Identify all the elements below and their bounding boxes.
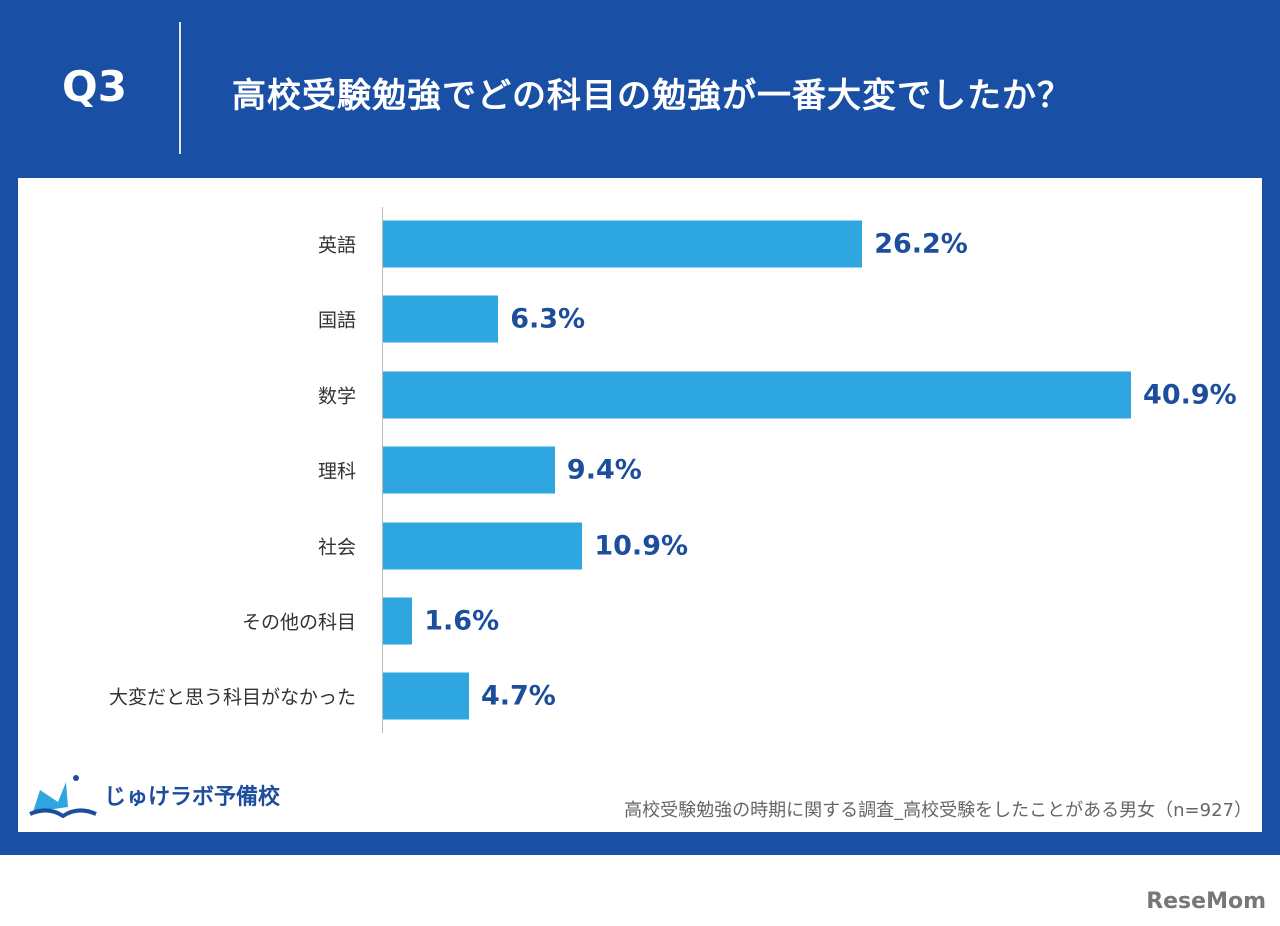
category-label: その他の科目	[241, 611, 356, 634]
source-note: 高校受験勉強の時期に関する調査_高校受験をしたことがある男女（n=927）	[624, 800, 1252, 821]
watermark: ReseMom	[1146, 889, 1266, 914]
book-logo-icon	[29, 775, 97, 818]
chart-title: 高校受験勉強でどの科目の勉強が一番大変でしたか？	[232, 76, 1072, 116]
data-label: 26.2%	[874, 228, 968, 260]
data-label: 4.7%	[480, 680, 556, 712]
data-label: 9.4%	[566, 454, 642, 486]
data-label: 40.9%	[1143, 379, 1237, 411]
bar	[383, 295, 499, 343]
category-label: 英語	[317, 234, 356, 257]
header-frame: Q3 高校受験勉強でどの科目の勉強が一番大変でしたか？	[0, 0, 1280, 855]
bar	[383, 672, 469, 720]
chart-card	[18, 178, 1262, 832]
data-label: 6.3%	[510, 303, 586, 335]
bar	[383, 522, 583, 570]
y-axis-line	[382, 207, 383, 733]
data-label: 1.6%	[424, 605, 500, 637]
category-label: 数学	[317, 385, 356, 408]
category-label: 理科	[317, 460, 356, 483]
bar	[383, 220, 863, 268]
logo: じゅけラボ予備校	[28, 772, 280, 818]
category-label: 大変だと思う科目がなかった	[108, 686, 356, 709]
question-number: Q3	[62, 62, 127, 111]
category-label: 社会	[317, 536, 356, 559]
divider	[179, 22, 181, 154]
bar	[383, 371, 1132, 419]
bar	[383, 597, 413, 645]
category-label: 国語	[317, 309, 356, 332]
data-label: 10.9%	[594, 530, 689, 562]
bar	[383, 446, 555, 494]
